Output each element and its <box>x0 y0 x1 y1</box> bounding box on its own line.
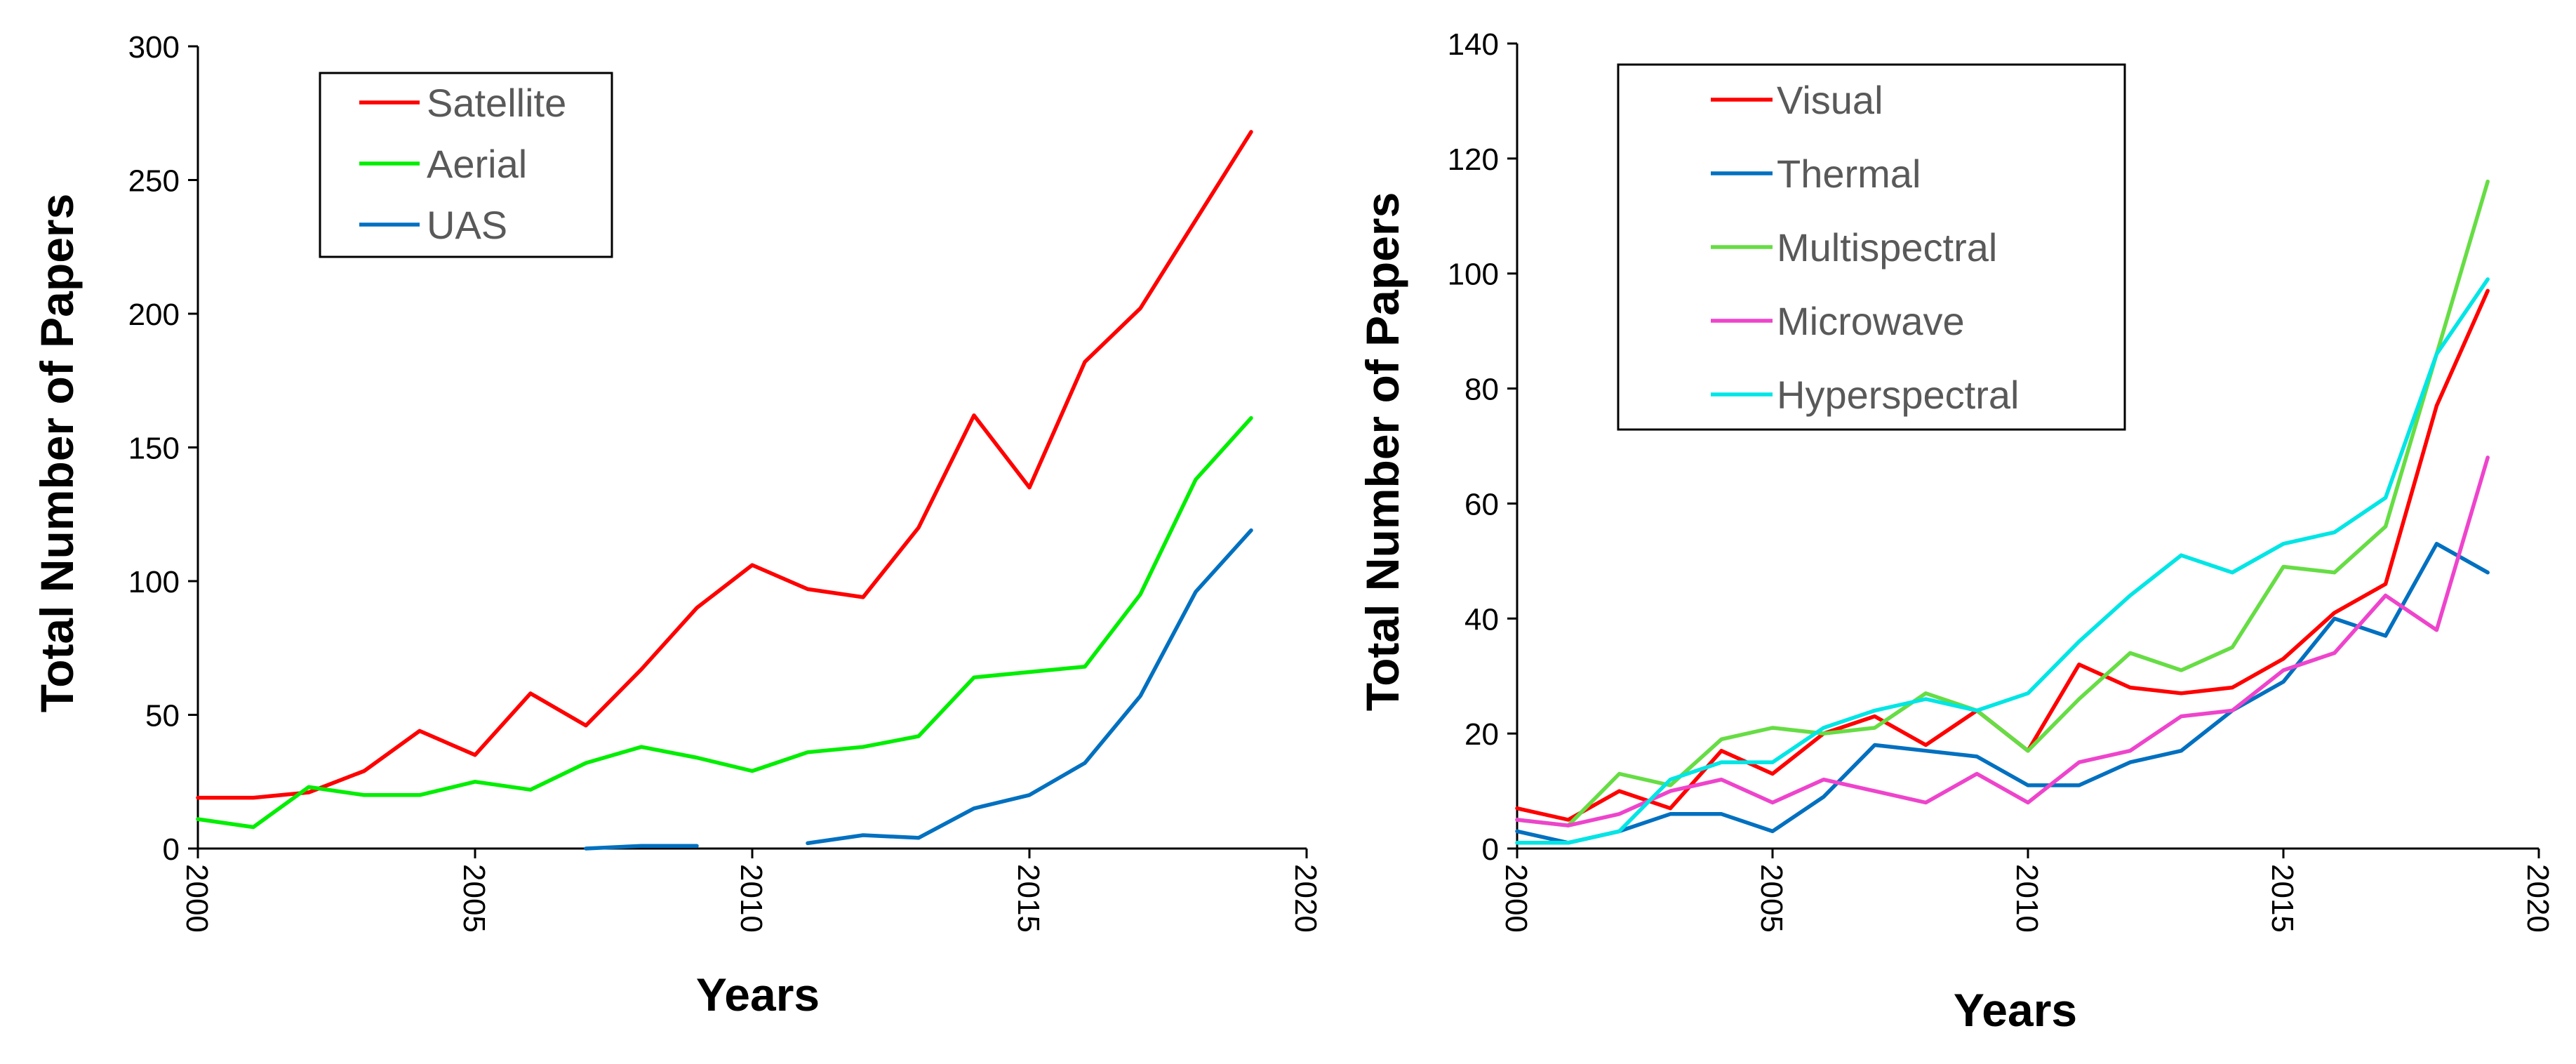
y-tick-label: 140 <box>1448 27 1499 62</box>
legend-label-microwave: Microwave <box>1777 299 1965 343</box>
series-line-hyperspectral <box>1515 277 2490 845</box>
left-chart-satellite-aerial-uas: 0 50 100 150 200 250 300 2000 2005 2010 2015 2020 To… <box>31 30 1323 1020</box>
y-tick-label: 200 <box>128 298 180 332</box>
x-tick-label: 2010 <box>2010 864 2044 933</box>
x-tick-label: 2000 <box>180 864 214 933</box>
x-tick-label: 2000 <box>1499 864 1533 933</box>
y-tick-label: 120 <box>1448 142 1499 177</box>
legend-label-satellite: Satellite <box>427 81 566 125</box>
series-line-thermal <box>1515 542 2490 845</box>
legend-label-thermal: Thermal <box>1777 152 1921 196</box>
right-chart-sensor-types: 0 20 40 60 80 100 120 140 2000 2005 2010 2015 2020 To… <box>1356 27 2555 1036</box>
x-tick-label: 2005 <box>1754 864 1789 933</box>
x-tick-label: 2020 <box>2521 864 2555 933</box>
y-axis-title: Total Number of Papers <box>31 194 83 713</box>
series-line-microwave <box>1515 455 2490 827</box>
y-tick-label: 80 <box>1464 373 1499 407</box>
x-tick-label: 2005 <box>457 864 491 933</box>
y-tick-label: 250 <box>128 164 180 199</box>
legend-label-uas: UAS <box>427 203 507 247</box>
legend <box>1617 63 2126 431</box>
x-tick-label: 2015 <box>2265 864 2300 933</box>
y-tick-label: 60 <box>1464 487 1499 521</box>
legend-label-multispectral: Multispectral <box>1777 225 1997 270</box>
series-line-satellite <box>196 130 1253 800</box>
y-tick-label: 100 <box>128 565 180 599</box>
y-tick-label: 300 <box>128 30 180 65</box>
x-tick-label: 2015 <box>1011 864 1046 933</box>
series-line-aerial <box>196 415 1253 830</box>
x-tick-label: 2020 <box>1288 864 1323 933</box>
y-tick-label: 20 <box>1464 717 1499 752</box>
x-axis-title: Years <box>1954 984 2077 1036</box>
y-axis-title: Total Number of Papers <box>1356 192 1408 712</box>
y-tick-label: 100 <box>1448 258 1499 292</box>
y-tick-label: 50 <box>145 699 180 733</box>
series-line-uas <box>584 844 699 851</box>
legend-label-visual: Visual <box>1777 78 1883 122</box>
y-tick-label: 0 <box>163 832 180 867</box>
x-axis-title: Years <box>696 969 820 1020</box>
y-tick-label: 0 <box>1482 832 1499 867</box>
y-tick-label: 150 <box>128 432 180 466</box>
y-tick-label: 40 <box>1464 602 1499 637</box>
x-tick-label: 2010 <box>734 864 768 933</box>
legend-label-aerial: Aerial <box>427 142 527 186</box>
series-line-uas <box>806 528 1253 846</box>
legend-label-hyperspectral: Hyperspectral <box>1777 373 2019 417</box>
